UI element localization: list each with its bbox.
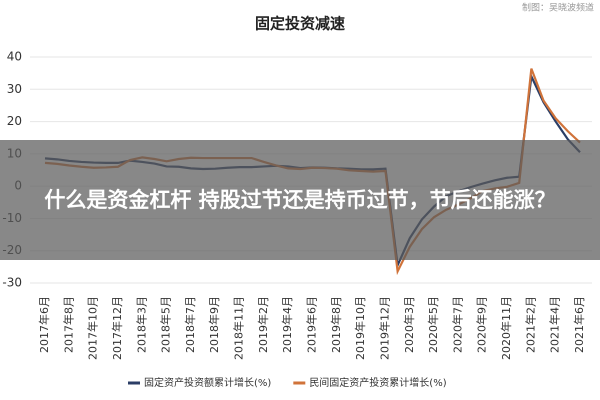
x-tick-label: 2020年5月	[426, 296, 440, 353]
x-tick-label: 2017年6月	[37, 296, 51, 353]
x-tick-label: 2018年3月	[134, 296, 148, 353]
x-tick-label: 2021年4月	[548, 296, 562, 353]
x-tick-label: 2019年6月	[305, 296, 319, 353]
x-tick-label: 2021年2月	[523, 296, 537, 353]
x-tick-label: 2017年12月	[110, 296, 124, 360]
x-tick-label: 2017年8月	[61, 296, 75, 353]
y-tick-label: 40	[7, 50, 22, 64]
y-tick-label: 20	[7, 114, 22, 128]
overlay-banner[interactable]: 什么是资金杠杆 持股过节还是持币过节，节后还能涨？	[0, 140, 600, 260]
x-tick-label: 2018年9月	[207, 296, 221, 353]
x-tick-label: 2019年10月	[353, 296, 367, 360]
x-tick-label: 2020年9月	[475, 296, 489, 353]
x-tick-label: 2020年7月	[450, 296, 464, 353]
x-tick-label: 2018年5月	[159, 296, 173, 353]
x-tick-label: 2020年3月	[402, 296, 416, 353]
x-tick-label: 2019年12月	[377, 296, 391, 360]
x-tick-label: 2019年8月	[329, 296, 343, 353]
y-tick-label: -30	[2, 276, 22, 290]
x-tick-label: 2018年11月	[232, 296, 246, 360]
x-tick-label: 2017年10月	[86, 296, 100, 360]
x-tick-label: 2019年4月	[280, 296, 294, 353]
x-tick-label: 2020年11月	[499, 296, 513, 360]
x-tick-label: 2018年7月	[183, 296, 197, 353]
chart-title: 固定投资减速	[255, 15, 345, 33]
legend-label: 民间固定资产投资累计增长(%)	[309, 376, 446, 389]
legend-label: 固定资产投资额累计增长(%)	[144, 376, 271, 389]
x-tick-label: 2021年6月	[572, 296, 586, 353]
source: 制图：吴晓波频道	[522, 2, 594, 14]
x-tick-label: 2019年2月	[256, 296, 270, 353]
y-tick-label: 30	[7, 82, 22, 96]
